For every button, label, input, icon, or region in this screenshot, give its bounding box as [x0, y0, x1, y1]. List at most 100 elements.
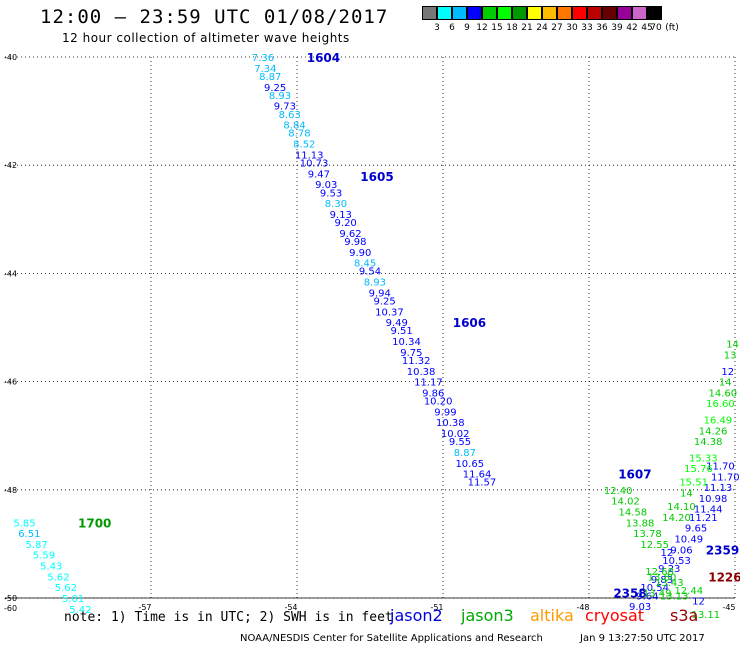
colorbar-swatch — [482, 6, 497, 20]
legend-altika: altika — [530, 606, 574, 625]
swh-value-label: 10.38 — [436, 418, 465, 429]
swh-value-label: 9.65 — [685, 524, 707, 535]
swh-value-label: 10.53 — [662, 556, 691, 567]
swh-value-label: 14.38 — [694, 437, 723, 448]
swh-value-label: 10.54 — [640, 583, 669, 594]
colorbar-swatch — [632, 6, 647, 20]
swh-value-label: 11.57 — [468, 478, 497, 489]
pass-time-label: 1226 — [708, 570, 740, 584]
swh-value-label: 10.37 — [375, 307, 404, 318]
swh-value-label: 14 — [719, 378, 732, 389]
pass-time-label: 1604 — [307, 51, 340, 65]
legend-jason2: jason2 — [390, 606, 443, 625]
swh-value-label: 13.11 — [691, 610, 720, 621]
colorbar-swatch — [452, 6, 467, 20]
pass-time-label: 1700 — [78, 516, 111, 530]
swh-value-label: 5.62 — [47, 572, 69, 583]
colorbar-unit: (ft) — [665, 23, 679, 33]
swh-value-label: 10.34 — [392, 337, 421, 348]
swh-value-label: 10.02 — [441, 429, 470, 440]
swh-value-label: 5.42 — [69, 605, 91, 616]
colorbar-swatch — [542, 6, 557, 20]
note-text: note: 1) Time is in UTC; 2) SWH is in fe… — [64, 610, 393, 625]
swh-value-label: 14.26 — [699, 426, 728, 437]
swh-value-label: 9.53 — [320, 188, 342, 199]
swh-value-label: 12 — [692, 597, 705, 608]
pass-time-label: 1606 — [453, 316, 486, 330]
swh-value-label: 8.93 — [269, 91, 291, 102]
swh-value-label: 9.25 — [373, 296, 395, 307]
colorbar-label: 33 — [581, 23, 593, 33]
swh-value-label: 11.21 — [689, 513, 718, 524]
swh-value-label: 9.25 — [264, 83, 286, 94]
swh-value-label: 12 — [660, 548, 673, 559]
swh-value-label: 13.78 — [633, 529, 662, 540]
swh-value-label: 9.94 — [369, 288, 391, 299]
swh-value-label: 8.30 — [325, 199, 347, 210]
swh-value-label: 5.62 — [55, 583, 77, 594]
colorbar-swatch — [602, 6, 617, 20]
swh-value-label: 9.90 — [349, 248, 371, 259]
x-tick-label: -48 — [576, 603, 589, 612]
swh-value-label: 8.45 — [354, 259, 376, 270]
swh-value-label: 8.93 — [364, 278, 386, 289]
swh-value-label: 8.84 — [283, 121, 305, 132]
colorbar-label: 27 — [551, 23, 563, 33]
swh-value-label: 9.55 — [449, 437, 471, 448]
swh-value-label: 5.43 — [40, 562, 62, 573]
swh-value-label: 9.23 — [658, 564, 680, 575]
swh-value-label: 9.03 — [315, 180, 337, 191]
colorbar-label: 39 — [611, 23, 623, 33]
y-tick-label: -42 — [4, 161, 17, 170]
swh-value-label: 12.55 — [640, 540, 669, 551]
y-tick-label: -44 — [4, 269, 17, 278]
swh-value-label: 8.78 — [288, 129, 310, 140]
x-tick-label: -45 — [722, 603, 735, 612]
swh-value-label: 5.87 — [26, 540, 48, 551]
x-tick-label: -57 — [138, 603, 151, 612]
swh-value-label: 11.13 — [295, 150, 324, 161]
swh-value-label: 9.64 — [636, 591, 658, 602]
swh-value-label: 13.88 — [626, 518, 655, 529]
swh-value-label: 12.68 — [645, 567, 674, 578]
pass-time-label: 2358 — [613, 587, 646, 601]
swh-value-label: 6.51 — [18, 529, 40, 540]
colorbar-label: 12 — [476, 23, 488, 33]
colorbar-swatch — [647, 6, 662, 20]
swh-value-label: 13.80 — [648, 572, 677, 583]
swh-value-label: 10.73 — [300, 158, 329, 169]
swh-value-label: 5.01 — [62, 594, 84, 605]
colorbar-label: 36 — [596, 23, 608, 33]
swh-value-label: 15.33 — [689, 453, 718, 464]
colorbar-swatch — [572, 6, 587, 20]
page-subtitle: 12 hour collection of altimeter wave hei… — [62, 31, 350, 45]
colorbar-swatch — [512, 6, 527, 20]
pass-time-label: 2359 — [706, 543, 739, 557]
swh-value-label: 9.83 — [651, 575, 673, 586]
swh-value-label: 9.20 — [335, 218, 357, 229]
swh-value-label: 8.63 — [279, 110, 301, 121]
swh-value-label: 13 — [724, 351, 737, 362]
swh-value-label: 9.73 — [274, 102, 296, 113]
swh-value-label: 9.47 — [308, 169, 330, 180]
swh-value-label: 12.44 — [674, 586, 703, 597]
colorbar-swatch — [587, 6, 602, 20]
corner-tick-label: -60 — [4, 604, 17, 613]
swh-value-label: 14.20 — [662, 513, 691, 524]
y-tick-label: -48 — [4, 486, 17, 495]
swh-value-label: 15.51 — [679, 478, 708, 489]
swh-value-label: 10.98 — [699, 494, 728, 505]
swh-value-label: 16.49 — [704, 415, 733, 426]
swh-value-label: 7.36 — [252, 53, 274, 64]
swh-value-label: 11.44 — [694, 505, 723, 516]
colorbar-swatch — [437, 6, 452, 20]
colorbar-label: 6 — [449, 23, 455, 33]
colorbar-swatch — [497, 6, 512, 20]
swh-value-label: 11.70 — [706, 461, 735, 472]
swh-value-label: 12.40 — [604, 486, 633, 497]
swh-value-label: 14.58 — [618, 507, 647, 518]
swh-value-label: 13.49 — [643, 589, 672, 600]
swh-value-label: 11.70 — [711, 472, 740, 483]
swh-value-label: 14.60 — [709, 388, 738, 399]
swh-value-label: 14.10 — [667, 502, 696, 513]
